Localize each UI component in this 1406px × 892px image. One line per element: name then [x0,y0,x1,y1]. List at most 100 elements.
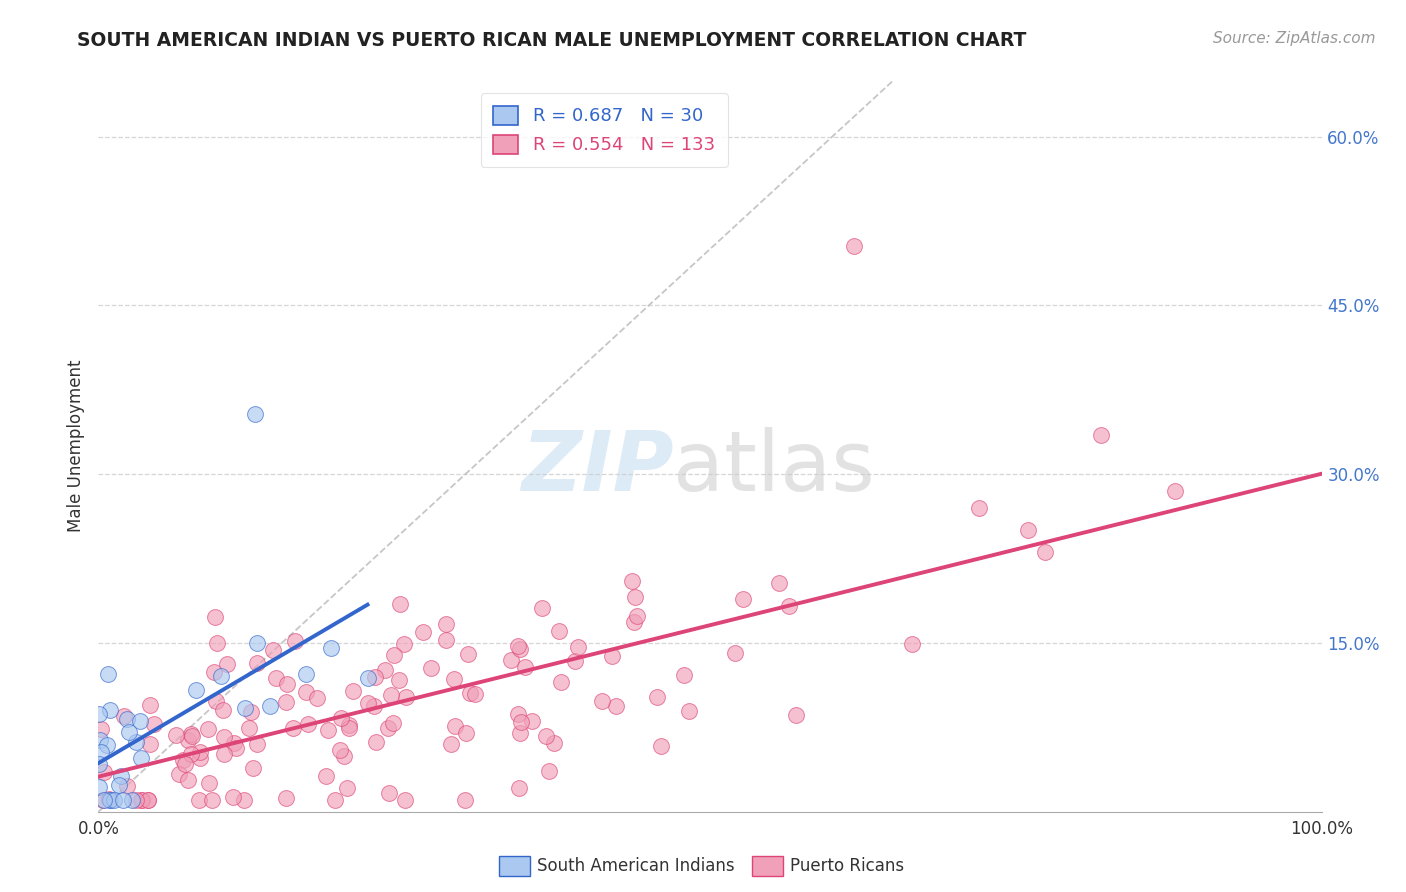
Point [188,745,211,759]
Point [117,725,139,739]
Point [778,599,800,613]
Point [315,769,337,783]
Point [434,632,457,647]
Point [111,793,134,807]
Point [339,718,361,732]
Point [129,793,152,807]
Point [139,698,162,712]
Point [98,703,121,717]
Point [305,691,328,706]
Point [394,793,416,807]
Point [520,714,543,728]
Point [329,743,352,757]
Point [129,751,152,765]
Point [188,793,211,807]
Point [240,706,263,720]
Point [125,793,148,807]
Point [87,757,110,772]
Point [382,648,405,663]
Point [395,690,418,704]
Point [1017,524,1039,538]
Point [131,793,153,807]
Point [530,600,553,615]
Point [364,670,387,684]
Point [232,793,254,807]
Point [336,780,359,795]
Point [125,735,148,749]
Point [98,793,121,807]
Point [217,657,239,671]
Point [242,761,264,775]
Point [436,617,458,632]
Point [901,637,924,651]
Point [330,711,353,725]
Point [176,732,198,747]
Point [238,722,260,736]
Point [457,647,479,661]
Point [274,695,297,709]
Point [591,694,613,708]
Point [129,714,152,729]
Point [190,751,212,765]
Point [180,747,202,761]
Point [224,736,246,750]
Point [172,753,194,767]
Text: atlas: atlas [673,427,875,508]
Point [342,683,364,698]
Point [181,729,204,743]
Point [364,735,387,749]
Point [374,663,396,677]
Point [538,764,561,778]
Point [1164,483,1187,498]
Point [90,723,112,737]
Point [204,665,226,680]
Point [550,674,572,689]
Point [621,574,644,588]
Point [731,591,754,606]
Point [93,765,115,780]
Point [98,793,121,807]
Point [214,730,236,744]
Point [1033,544,1056,558]
Point [276,677,298,691]
Point [177,772,200,787]
Point [623,615,645,629]
Point [672,667,695,681]
Point [197,722,219,736]
Point [121,793,143,807]
Point [167,766,190,780]
Point [513,660,536,674]
Point [117,712,139,726]
Point [318,723,340,737]
Point [91,793,114,807]
Point [453,793,475,807]
Point [138,737,160,751]
Point [243,408,266,422]
Point [201,793,224,807]
Point [204,610,226,624]
Point [458,686,481,700]
Point [89,733,111,747]
Point [624,590,647,604]
Point [440,737,463,751]
Point [380,688,402,702]
Point [332,749,354,764]
Point [454,725,477,739]
Point [605,698,627,713]
Point [96,738,118,752]
Point [90,745,112,759]
Point [246,636,269,650]
Point [650,739,672,754]
Text: SOUTH AMERICAN INDIAN VS PUERTO RICAN MALE UNEMPLOYMENT CORRELATION CHART: SOUTH AMERICAN INDIAN VS PUERTO RICAN MA… [77,31,1026,50]
Point [323,793,346,807]
Point [543,736,565,750]
Point [443,719,465,733]
Point [377,721,399,735]
Point [212,747,235,762]
Point [768,576,790,591]
Point [363,698,385,713]
Point [259,698,281,713]
Point [297,717,319,731]
Point [165,728,187,742]
Point [233,700,256,714]
